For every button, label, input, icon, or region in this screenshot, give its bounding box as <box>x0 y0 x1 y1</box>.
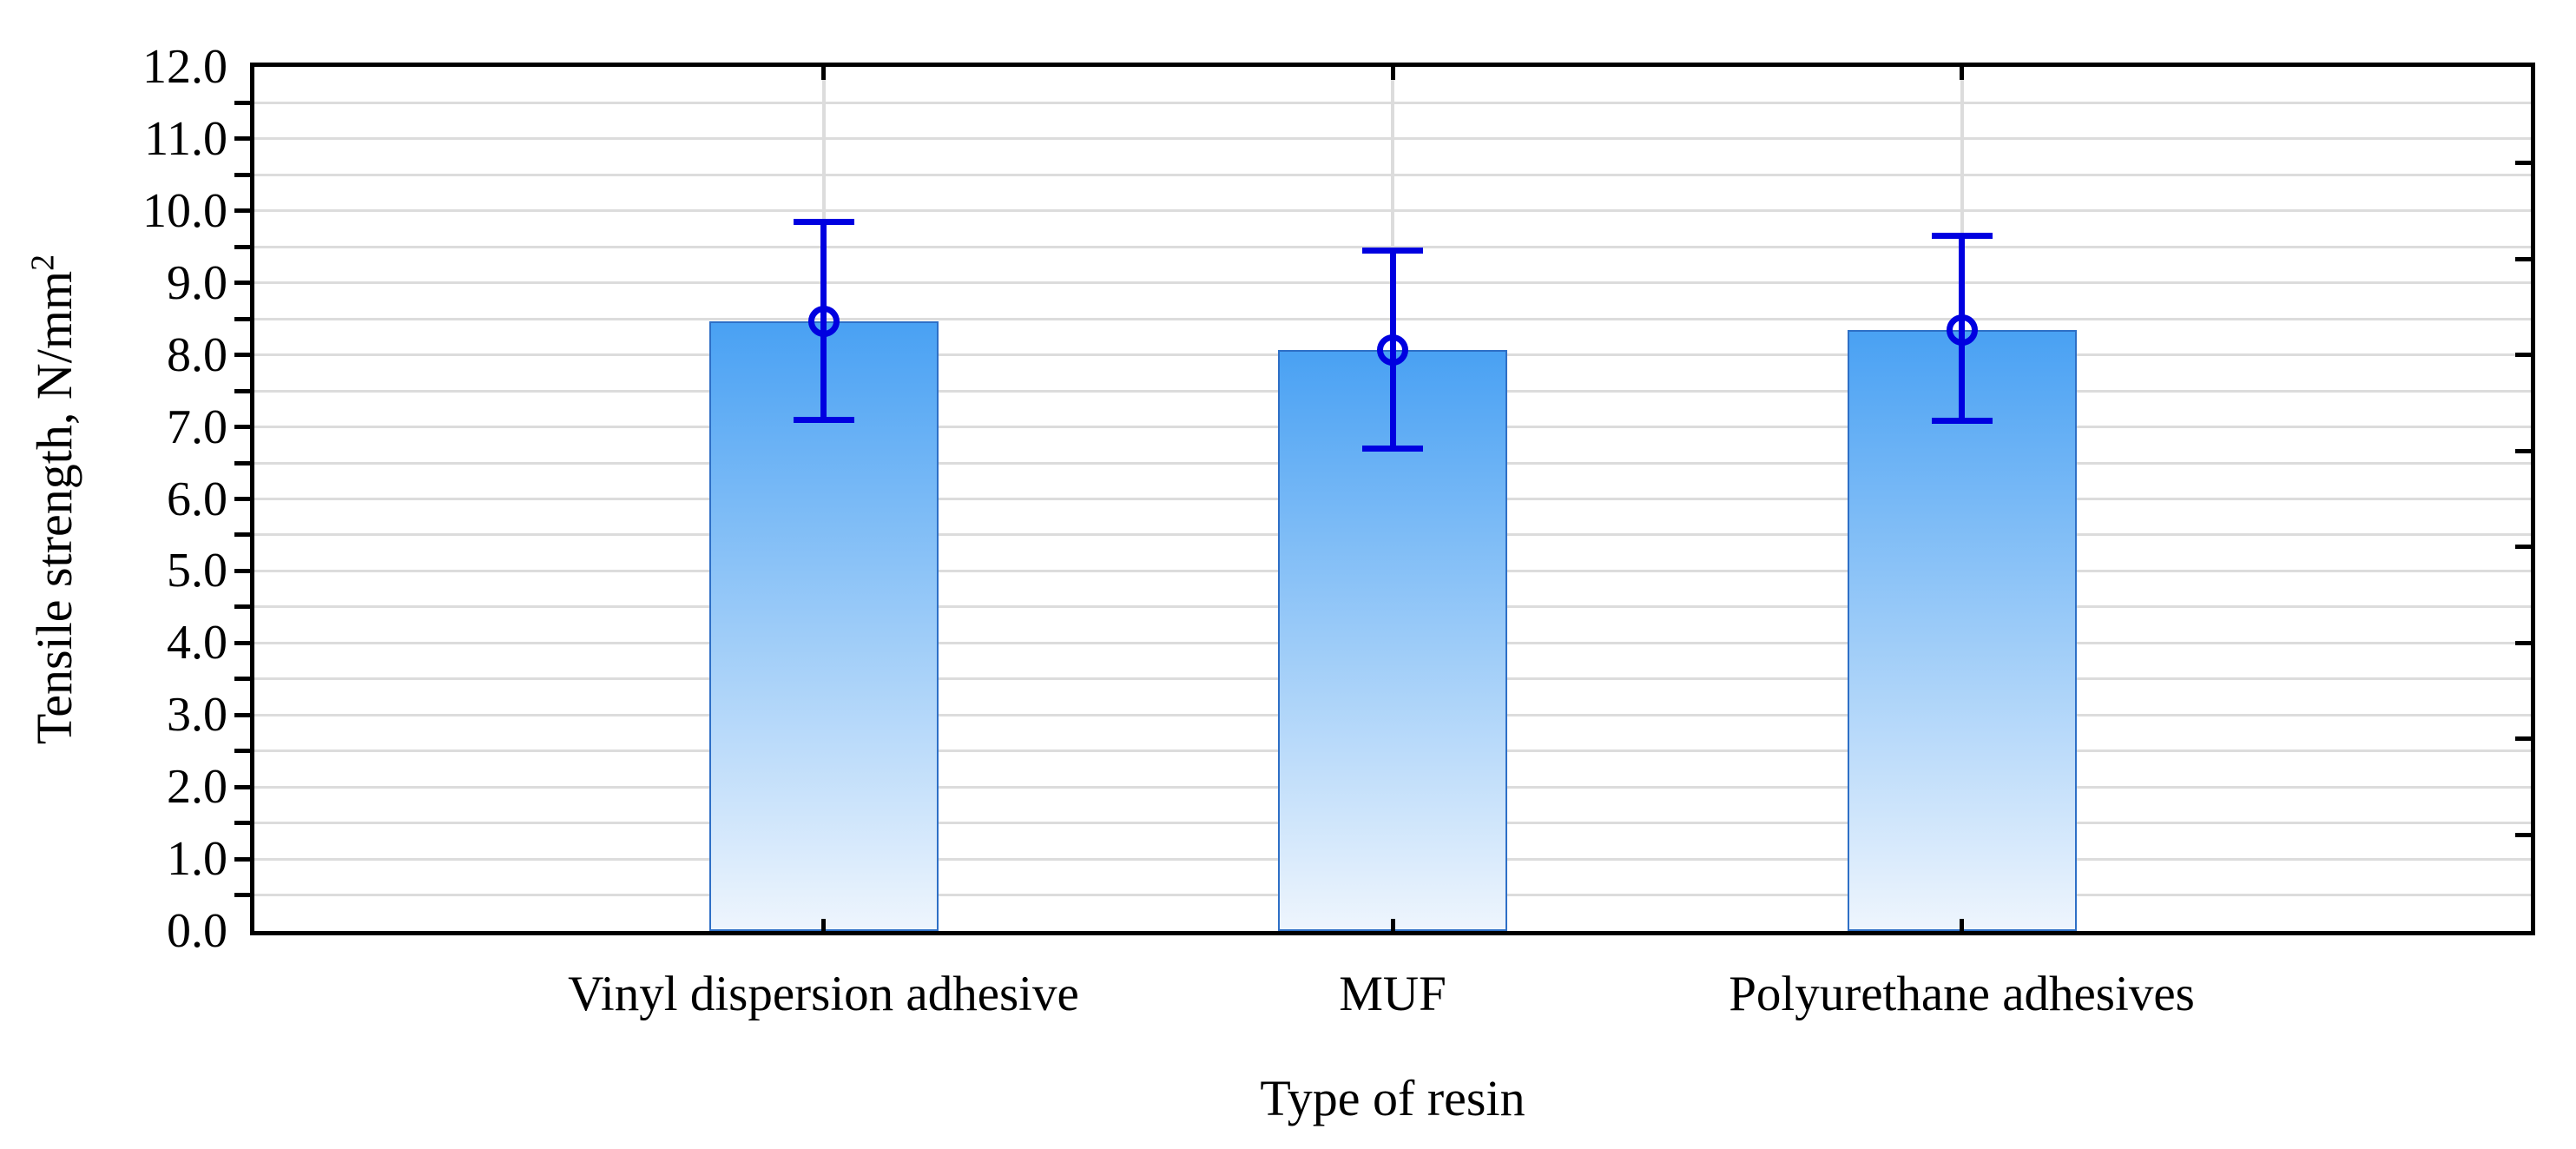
top-category-tick <box>1960 67 1964 80</box>
right-axis-tick <box>2515 448 2531 453</box>
y-axis-tick <box>234 460 250 466</box>
y-tick-label: 6.0 <box>167 472 227 526</box>
error-bar-cap-top <box>1362 247 1423 254</box>
y-tick-label: 11.0 <box>144 111 227 166</box>
y-axis-tick <box>234 821 250 826</box>
y-axis-tick <box>234 604 250 610</box>
x-category-label: Polyurethane adhesives <box>1729 967 2195 1021</box>
error-bar-cap-bottom <box>1931 418 1993 425</box>
top-category-tick <box>821 67 826 80</box>
y-axis-title-superscript: 2 <box>24 254 62 271</box>
y-axis-tick <box>234 208 250 214</box>
y-axis-tick <box>234 640 250 645</box>
y-axis-tick <box>234 172 250 177</box>
mean-marker <box>1946 314 1978 346</box>
y-axis-tick <box>234 749 250 754</box>
y-axis-tick <box>234 316 250 321</box>
top-category-tick <box>1390 67 1395 80</box>
x-category-label: MUF <box>1339 967 1446 1021</box>
y-tick-label: 8.0 <box>167 327 227 382</box>
bottom-category-tick <box>1390 919 1395 931</box>
x-category-label: Vinyl dispersion adhesive <box>568 967 1079 1021</box>
y-axis-tick <box>234 281 250 286</box>
y-tick-label: 12.0 <box>142 40 227 94</box>
y-tick-label: 1.0 <box>167 832 227 887</box>
y-axis-tick <box>234 568 250 573</box>
right-axis-tick <box>2515 545 2531 550</box>
y-axis-tick <box>234 712 250 717</box>
mean-marker <box>807 305 840 337</box>
y-axis-tick <box>234 856 250 862</box>
y-tick-label: 0.0 <box>167 904 227 958</box>
y-axis-tick <box>234 353 250 358</box>
error-bar-cap-bottom <box>1362 445 1423 452</box>
right-axis-tick <box>2515 161 2531 166</box>
bottom-category-tick <box>1960 919 1964 931</box>
y-axis-tick <box>234 677 250 682</box>
right-axis-tick <box>2515 640 2531 645</box>
y-tick-label: 7.0 <box>167 400 227 454</box>
x-axis-title: Type of resin <box>1260 1070 1525 1126</box>
y-axis-tick <box>234 425 250 430</box>
y-axis-title-text: Tensile strength, N/mm <box>26 270 82 744</box>
y-axis-title: Tensile strength, N/mm2 <box>25 254 82 744</box>
y-axis-tick <box>234 784 250 789</box>
mean-marker <box>1377 333 1408 366</box>
y-tick-label: 5.0 <box>167 544 227 598</box>
bar <box>1847 329 2077 931</box>
y-axis-tick <box>234 497 250 501</box>
y-tick-label: 9.0 <box>167 255 227 310</box>
error-bar-cap-bottom <box>793 416 854 423</box>
y-axis-tick <box>234 532 250 538</box>
right-axis-tick <box>2515 832 2531 837</box>
y-axis-tick <box>234 388 250 393</box>
y-tick-label: 2.0 <box>167 760 227 815</box>
y-tick-label: 4.0 <box>167 616 227 670</box>
right-axis-tick <box>2515 256 2531 261</box>
error-bar-cap-top <box>793 218 854 225</box>
bottom-category-tick <box>821 919 826 931</box>
y-axis-tick <box>234 244 250 249</box>
error-bar-cap-top <box>1931 233 1993 240</box>
right-axis-tick <box>2515 353 2531 358</box>
y-axis-tick <box>234 136 250 142</box>
y-axis-tick <box>234 100 250 105</box>
y-tick-label: 10.0 <box>142 183 227 238</box>
y-axis-tick <box>234 893 250 898</box>
right-axis-tick <box>2515 736 2531 742</box>
y-tick-label: 3.0 <box>167 688 227 743</box>
